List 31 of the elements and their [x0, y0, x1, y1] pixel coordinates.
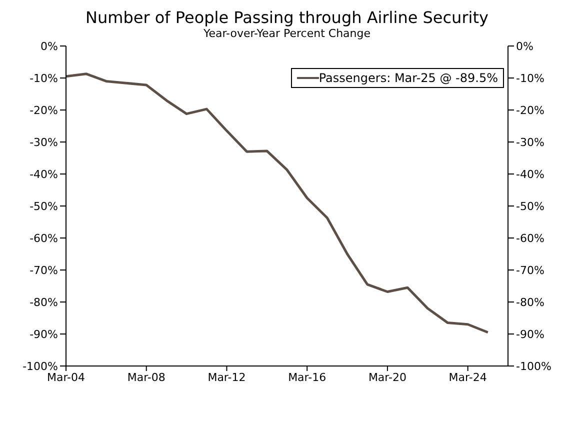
y2-tick-label: -100% — [516, 360, 552, 373]
chart-subtitle: Year-over-Year Percent Change — [202, 27, 372, 40]
y2-tick-label: -90% — [516, 328, 544, 341]
legend-label: Passengers: Mar-25 @ -89.5% — [318, 71, 498, 85]
y-tick-label: -40% — [30, 168, 58, 181]
y2-tick-label: -10% — [516, 72, 544, 85]
y-tick-label: -100% — [22, 360, 58, 373]
y-tick-label: 0% — [40, 40, 58, 53]
y2-tick-label: 0% — [516, 40, 534, 53]
y2-tick-label: -70% — [516, 264, 544, 277]
y2-tick-label: -40% — [516, 168, 544, 181]
y2-tick-label: -20% — [516, 104, 544, 117]
y-tick-label: -50% — [30, 200, 58, 213]
chart-title: Number of People Passing through Airline Security — [84, 8, 490, 27]
y2-tick-label: -80% — [516, 296, 544, 309]
y-tick-label: -30% — [30, 136, 58, 149]
x-tick-label: Mar-20 — [368, 370, 406, 384]
y-tick-label: -70% — [30, 264, 58, 277]
y-tick-label: -90% — [30, 328, 58, 341]
x-tick-label: Mar-24 — [448, 370, 487, 384]
x-tick-label: Mar-08 — [127, 370, 166, 384]
x-tick-label: Mar-12 — [208, 370, 246, 384]
y-tick-label: -80% — [30, 296, 58, 309]
y2-tick-label: -60% — [516, 232, 544, 245]
x-tick-label: Mar-04 — [46, 370, 86, 384]
y2-tick-label: -50% — [516, 200, 544, 213]
x-tick-label: Mar-16 — [288, 370, 326, 384]
y-tick-label: -60% — [30, 232, 58, 245]
y2-tick-label: -30% — [516, 136, 544, 149]
y-tick-label: -20% — [30, 104, 58, 117]
y-tick-label: -10% — [30, 72, 58, 85]
